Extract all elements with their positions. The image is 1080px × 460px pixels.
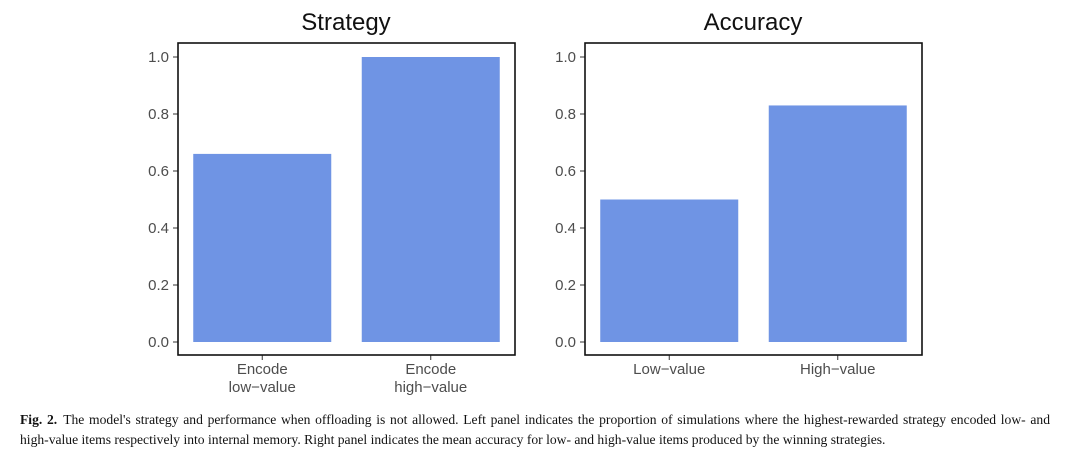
accuracy-y-label-3: 0.6 [555, 163, 576, 180]
strategy-x-label-1: Encode low−value [229, 361, 296, 396]
strategy-x-label-2: Encode high−value [394, 361, 467, 396]
strategy-y-label-5: 1.0 [148, 49, 169, 66]
accuracy-y-label-0: 0.0 [555, 334, 576, 351]
accuracy-x-label-1: Low−value [633, 361, 705, 378]
accuracy-plot-frame [584, 42, 923, 356]
caption-text: The model's strategy and performance whe… [20, 412, 1050, 447]
strategy-plot-frame [177, 42, 516, 356]
accuracy-y-label-4: 0.8 [555, 106, 576, 123]
strategy-y-label-1: 0.2 [148, 277, 169, 294]
figure-caption: Fig. 2. The model's strategy and performa… [20, 410, 1050, 460]
accuracy-y-label-5: 1.0 [555, 49, 576, 66]
category-label-line: low−value [229, 379, 296, 396]
caption-label: Fig. 2. [20, 412, 58, 427]
accuracy-bar-2 [768, 105, 907, 342]
category-label-line: high−value [394, 379, 467, 396]
accuracy-x-label-2: High−value [800, 361, 875, 378]
strategy-bar-2 [361, 57, 500, 342]
strategy-title: Strategy [301, 9, 390, 36]
category-label-line: Low−value [633, 361, 705, 378]
accuracy-y-label-2: 0.4 [555, 220, 576, 237]
category-label-line: Encode [405, 361, 456, 378]
accuracy-bar-1 [600, 199, 739, 342]
category-label-line: High−value [800, 361, 875, 378]
accuracy-y-label-1: 0.2 [555, 277, 576, 294]
strategy-y-label-2: 0.4 [148, 220, 169, 237]
category-label-line: Encode [237, 361, 288, 378]
strategy-y-label-3: 0.6 [148, 163, 169, 180]
strategy-y-label-0: 0.0 [148, 334, 169, 351]
strategy-y-label-4: 0.8 [148, 106, 169, 123]
strategy-bar-1 [193, 153, 332, 342]
accuracy-panel: Accuracy Low−value High−value 0.0 0.2 0.4 0.6 0… [555, 9, 923, 378]
accuracy-title: Accuracy [704, 9, 803, 36]
